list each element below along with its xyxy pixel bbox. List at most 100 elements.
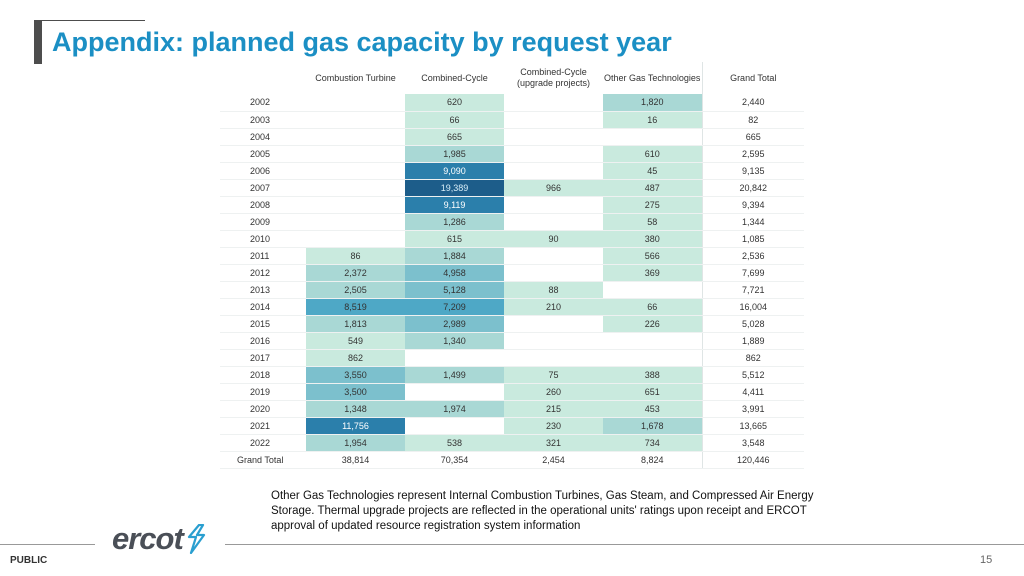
table-row: 2021 11,756 230 1,678 13,665 xyxy=(220,417,804,435)
heatmap-cell: 538 xyxy=(405,434,504,452)
heatmap-cell: 651 xyxy=(603,383,702,401)
heatmap-cell: 58 xyxy=(603,213,702,231)
heatmap-cell: 1,974 xyxy=(405,400,504,418)
heatmap-cell xyxy=(504,145,603,163)
row-year-label: 2013 xyxy=(220,281,306,299)
title-rule xyxy=(34,20,145,21)
table-row: 2005 1,985 610 2,595 xyxy=(220,145,804,163)
title-accent-bar xyxy=(34,20,42,64)
row-year-label: 2009 xyxy=(220,213,306,231)
heatmap-cell: 90 xyxy=(504,230,603,248)
table-row: 2013 2,505 5,128 88 7,721 xyxy=(220,281,804,299)
heatmap-cell xyxy=(306,128,405,146)
heatmap-cell xyxy=(504,349,603,367)
grand-total-cell: 1,085 xyxy=(701,230,804,248)
table-body: 2002 620 1,820 2,440 2003 66 16 82 2004 665 665 200… xyxy=(220,94,804,469)
header-grand-total: Grand Total xyxy=(701,62,804,94)
heatmap-cell: 19,389 xyxy=(405,179,504,197)
grand-total-cell: 13,665 xyxy=(701,417,804,435)
grand-total-cell: 4,411 xyxy=(701,383,804,401)
heatmap-cell: 549 xyxy=(306,332,405,350)
heatmap-cell: 16 xyxy=(603,111,702,129)
row-year-label: 2014 xyxy=(220,298,306,316)
heatmap-cell xyxy=(504,94,603,112)
table-row: 2007 19,389 966 487 20,842 xyxy=(220,179,804,197)
grand-total-value: 70,354 xyxy=(405,450,504,469)
heatmap-cell: 1,499 xyxy=(405,366,504,384)
row-year-label: 2003 xyxy=(220,111,306,129)
grand-total-value: 120,446 xyxy=(701,450,804,469)
row-year-label: 2021 xyxy=(220,417,306,435)
heatmap-cell: 380 xyxy=(603,230,702,248)
heatmap-cell xyxy=(405,349,504,367)
heatmap-cell xyxy=(504,111,603,129)
heatmap-cell: 3,500 xyxy=(306,383,405,401)
table-row: 2002 620 1,820 2,440 xyxy=(220,94,804,112)
heatmap-cell xyxy=(306,162,405,180)
logo-wordmark: ercot xyxy=(112,521,184,556)
footer-rule-left xyxy=(0,544,95,545)
table-row: 2015 1,813 2,989 226 5,028 xyxy=(220,315,804,333)
heatmap-cell: 75 xyxy=(504,366,603,384)
grand-total-cell: 5,028 xyxy=(701,315,804,333)
heatmap-cell: 734 xyxy=(603,434,702,452)
heatmap-cell xyxy=(405,417,504,435)
table-row: 2003 66 16 82 xyxy=(220,111,804,129)
heatmap-cell xyxy=(306,230,405,248)
heatmap-cell: 388 xyxy=(603,366,702,384)
heatmap-cell: 2,505 xyxy=(306,281,405,299)
grand-total-cell: 7,721 xyxy=(701,281,804,299)
heatmap-cell: 1,954 xyxy=(306,434,405,452)
heatmap-cell: 1,286 xyxy=(405,213,504,231)
grand-total-cell: 5,512 xyxy=(701,366,804,384)
header-combined-cycle: Combined-Cycle xyxy=(421,72,488,83)
row-year-label: 2008 xyxy=(220,196,306,214)
row-year-label: 2010 xyxy=(220,230,306,248)
heatmap-cell: 226 xyxy=(603,315,702,333)
grand-total-value: 8,824 xyxy=(603,450,702,469)
row-year-label: 2015 xyxy=(220,315,306,333)
grand-total-cell: 2,595 xyxy=(701,145,804,163)
table-row: 2017 862 862 xyxy=(220,349,804,367)
heatmap-cell: 5,128 xyxy=(405,281,504,299)
grand-total-value: 2,454 xyxy=(504,450,603,469)
grand-total-cell: 16,004 xyxy=(701,298,804,316)
table-row: 2006 9,090 45 9,135 xyxy=(220,162,804,180)
heatmap-cell: 230 xyxy=(504,417,603,435)
heatmap-cell: 210 xyxy=(504,298,603,316)
heatmap-cell: 86 xyxy=(306,247,405,265)
classification-label: PUBLIC xyxy=(10,555,48,566)
header-other-gas-technologies: Other Gas Technologies xyxy=(604,72,701,83)
heatmap-cell: 66 xyxy=(603,298,702,316)
heatmap-cell xyxy=(306,196,405,214)
heatmap-cell: 566 xyxy=(603,247,702,265)
heatmap-cell xyxy=(306,179,405,197)
heatmap-cell: 1,340 xyxy=(405,332,504,350)
table-row: 2011 86 1,884 566 2,536 xyxy=(220,247,804,265)
table-row: 2020 1,348 1,974 215 453 3,991 xyxy=(220,400,804,418)
heatmap-cell: 9,119 xyxy=(405,196,504,214)
heatmap-cell: 215 xyxy=(504,400,603,418)
row-year-label: 2002 xyxy=(220,94,306,112)
page-number: 15 xyxy=(980,554,993,566)
heatmap-cell xyxy=(603,128,702,146)
table-header-row: Combustion Turbine Combined-Cycle Combined… xyxy=(220,62,804,94)
heatmap-cell: 275 xyxy=(603,196,702,214)
heatmap-cell: 1,813 xyxy=(306,315,405,333)
row-year-label: 2020 xyxy=(220,400,306,418)
slide-title: Appendix: planned gas capacity by reques… xyxy=(52,27,672,57)
heatmap-cell: 2,989 xyxy=(405,315,504,333)
table-row: 2018 3,550 1,499 75 388 5,512 xyxy=(220,366,804,384)
heatmap-cell xyxy=(504,162,603,180)
capacity-heatmap-table: Combustion Turbine Combined-Cycle Combined… xyxy=(220,62,804,469)
row-year-label: 2005 xyxy=(220,145,306,163)
heatmap-cell: 487 xyxy=(603,179,702,197)
footnote: Other Gas Technologies represent Interna… xyxy=(271,490,814,532)
table-row: 2004 665 665 xyxy=(220,128,804,146)
table-row: 2009 1,286 58 1,344 xyxy=(220,213,804,231)
table-row: 2010 615 90 380 1,085 xyxy=(220,230,804,248)
footer-rule-right xyxy=(225,544,1024,545)
heatmap-cell xyxy=(603,349,702,367)
lightning-bolt-icon xyxy=(187,524,205,554)
heatmap-cell xyxy=(504,128,603,146)
